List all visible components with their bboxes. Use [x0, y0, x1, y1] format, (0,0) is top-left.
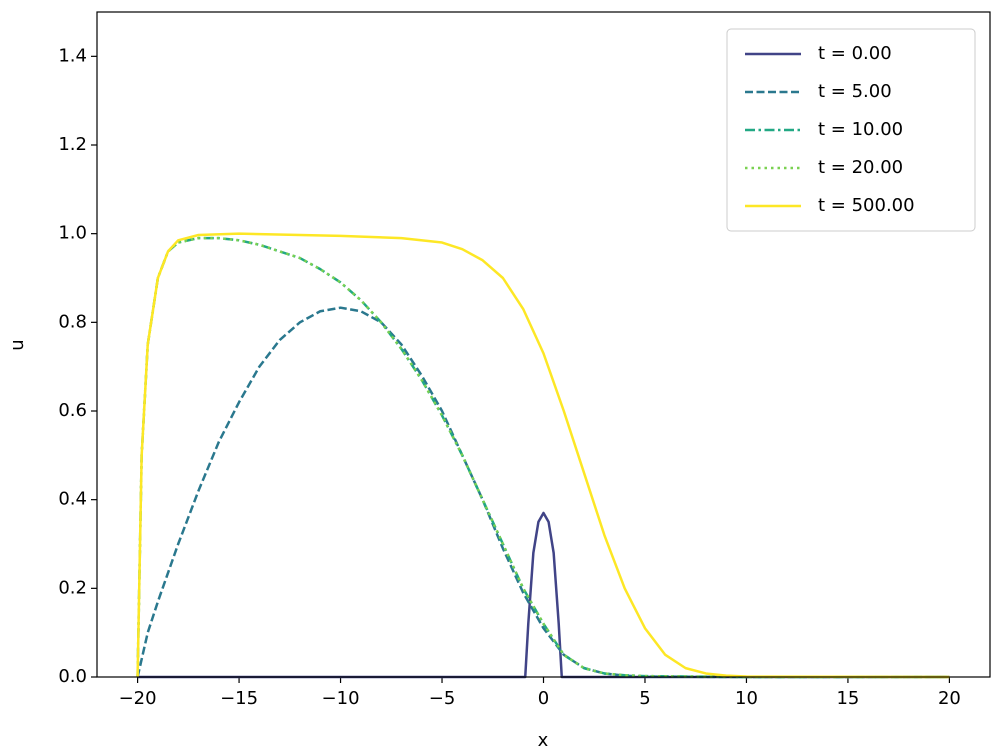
- legend-label: t = 10.00: [818, 119, 903, 140]
- legend-box: [726, 28, 976, 232]
- legend-label: t = 500.00: [818, 195, 915, 216]
- y-tick-label: 0.6: [58, 400, 87, 421]
- y-tick-label: 1.4: [58, 45, 87, 66]
- x-tick-label: 10: [735, 688, 758, 709]
- series-line: [136, 232, 950, 679]
- x-tick-label: −5: [429, 688, 456, 709]
- y-axis-label: u: [7, 339, 28, 350]
- x-axis-label: x: [538, 730, 549, 751]
- y-tick-label: 0.0: [58, 666, 87, 687]
- y-tick-label: 1.2: [58, 134, 87, 155]
- y-tick-label: 0.4: [58, 489, 87, 510]
- series-line: [136, 236, 950, 679]
- series-line: [136, 306, 950, 679]
- x-tick-label: 0: [538, 688, 549, 709]
- y-tick-label: 0.2: [58, 577, 87, 598]
- plot-frame: [96, 11, 991, 678]
- x-tick-label: −20: [119, 688, 157, 709]
- y-tick-label: 1.0: [58, 223, 87, 244]
- legend-label: t = 0.00: [818, 43, 892, 64]
- x-tick-label: −15: [220, 688, 258, 709]
- legend-label: t = 5.00: [818, 81, 892, 102]
- x-tick-label: 5: [639, 688, 650, 709]
- y-tick-label: 0.8: [58, 311, 87, 332]
- x-tick-label: −10: [322, 688, 360, 709]
- legend-label: t = 20.00: [818, 157, 903, 178]
- x-tick-label: 20: [938, 688, 961, 709]
- x-tick-label: 15: [836, 688, 859, 709]
